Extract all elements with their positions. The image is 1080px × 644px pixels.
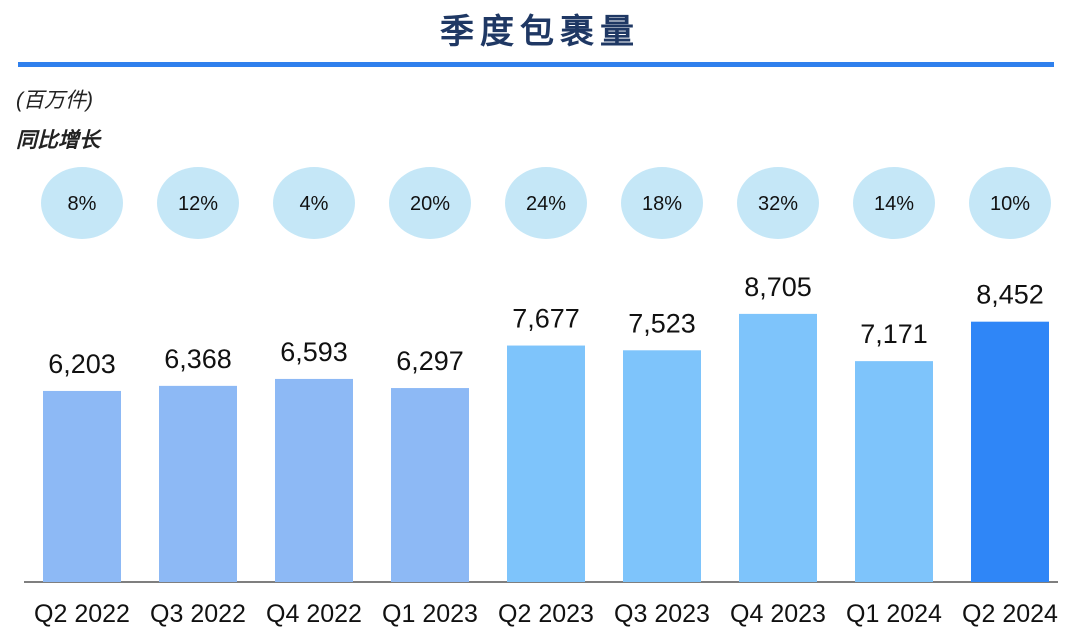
bar	[43, 390, 121, 582]
yoy-growth-value: 14%	[874, 193, 914, 215]
x-tick-label: Q4 2023	[730, 600, 826, 628]
yoy-growth-bubble	[41, 167, 123, 239]
x-tick-label: Q2 2022	[34, 600, 130, 628]
x-tick-label: Q1 2024	[846, 600, 942, 628]
yoy-growth-value: 24%	[526, 193, 566, 215]
yoy-growth-bubble	[273, 167, 355, 239]
yoy-growth-value: 4%	[300, 193, 329, 215]
x-tick-label: Q1 2023	[382, 600, 478, 628]
bar	[739, 313, 817, 582]
x-tick-label: Q4 2022	[266, 600, 362, 628]
bar	[391, 388, 469, 582]
yoy-growth-bubble	[853, 167, 935, 239]
yoy-growth-bubble	[737, 167, 819, 239]
yoy-growth-bubble	[157, 167, 239, 239]
bar-value-label: 6,368	[164, 344, 232, 374]
yoy-growth-bubble	[969, 167, 1051, 239]
title-divider	[18, 62, 1054, 67]
x-tick-label: Q2 2023	[498, 600, 594, 628]
yoy-growth-value: 32%	[758, 193, 798, 215]
bar-value-label: 6,203	[48, 349, 116, 379]
yoy-growth-value: 10%	[990, 193, 1030, 215]
bar-value-label: 7,677	[512, 304, 580, 334]
x-tick-label: Q3 2022	[150, 600, 246, 628]
yoy-growth-value: 8%	[68, 193, 97, 215]
yoy-growth-bubble	[621, 167, 703, 239]
yoy-growth-value: 12%	[178, 193, 218, 215]
bar	[507, 345, 585, 582]
bar-value-label: 6,593	[280, 337, 348, 367]
bar-value-label: 8,705	[744, 272, 812, 302]
bar	[855, 361, 933, 582]
yoy-growth-label: 同比增长	[16, 129, 100, 152]
yoy-growth-value: 18%	[642, 193, 682, 215]
x-tick-label: Q3 2023	[614, 600, 710, 628]
yoy-growth-value: 20%	[410, 193, 450, 215]
bar-value-label: 7,171	[860, 319, 928, 349]
bar	[623, 350, 701, 582]
bar	[971, 321, 1049, 582]
bar-value-label: 7,523	[628, 308, 696, 338]
bar-value-label: 6,297	[396, 346, 464, 376]
x-tick-label: Q2 2024	[962, 600, 1058, 628]
bar	[275, 378, 353, 582]
chart-title: 季度包裹量	[440, 12, 640, 52]
yoy-growth-bubble	[505, 167, 587, 239]
bar	[159, 385, 237, 582]
bar-value-label: 8,452	[976, 280, 1044, 310]
unit-label: (百万件)	[16, 89, 93, 112]
yoy-growth-bubble	[389, 167, 471, 239]
